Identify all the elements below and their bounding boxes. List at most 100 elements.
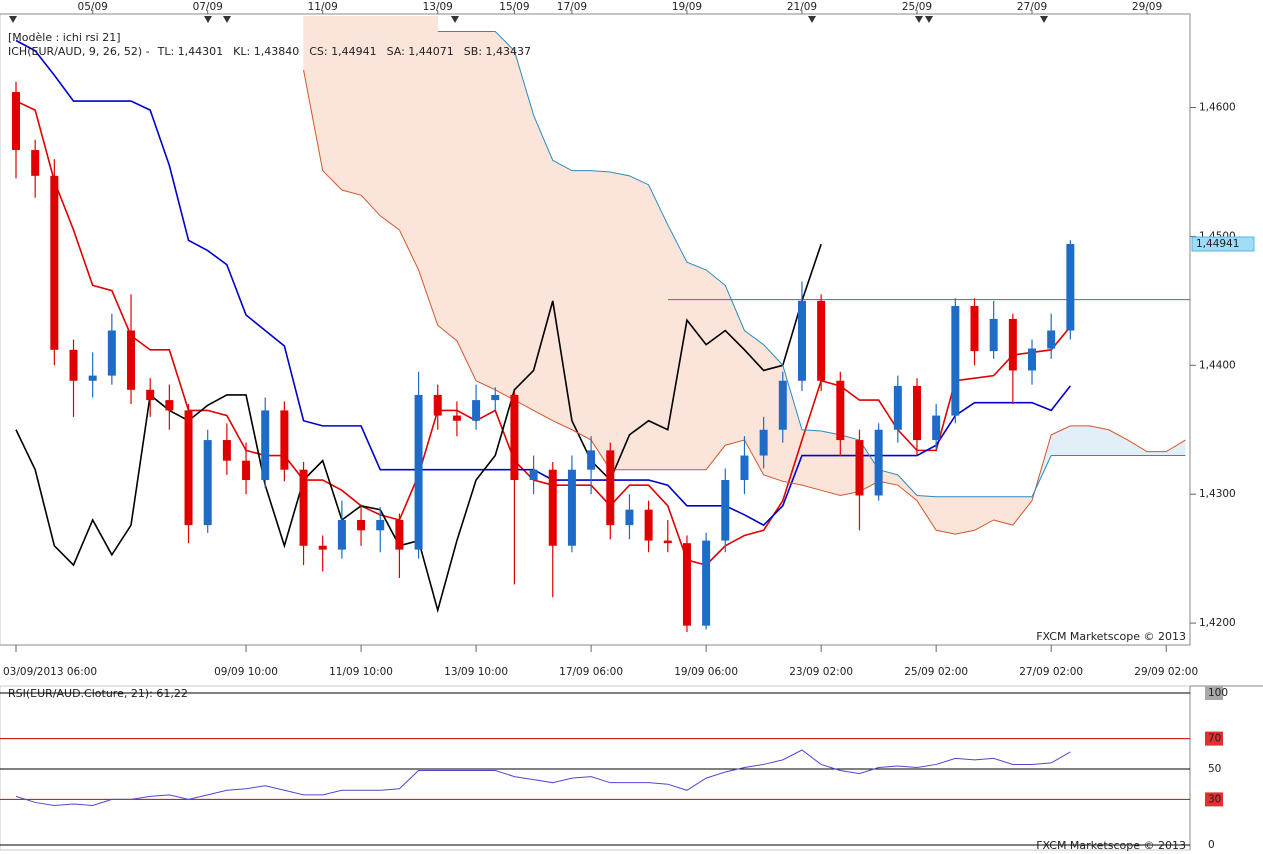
top-label: 19/09: [672, 1, 702, 13]
candle-body: [778, 380, 787, 430]
y-tick-label: 30: [1208, 793, 1221, 805]
top-label: 11/09: [308, 1, 338, 13]
rsi-area: [0, 692, 1190, 846]
candle-body: [587, 450, 596, 470]
marker: [204, 16, 212, 23]
cloud: [955, 496, 975, 535]
candle-body: [1066, 244, 1075, 331]
candle-body: [912, 385, 921, 441]
candle-body: [989, 318, 998, 352]
candle-body: [165, 400, 174, 411]
candle-body: [107, 330, 116, 376]
top-label: 25/09: [902, 1, 932, 13]
top-label: 07/09: [193, 1, 223, 13]
x-tick-label: 25/09 02:00: [904, 666, 968, 678]
candle-body: [50, 175, 59, 350]
top-label: 17/09: [557, 1, 587, 13]
cloud: [590, 170, 611, 471]
candle-body: [510, 394, 519, 481]
legend-entry: CS: 1,44941: [309, 45, 376, 58]
marker: [1040, 16, 1048, 23]
top-label: 21/09: [787, 1, 817, 13]
legend-entry: SB: 1,43437: [464, 45, 531, 58]
candle-body: [88, 375, 97, 381]
marker: [915, 16, 923, 23]
y-tick-label: 1,4200: [1199, 617, 1236, 629]
watermark: FXCM Marketscope © 2013: [1036, 839, 1186, 852]
cloud: [571, 170, 592, 441]
candle-body: [702, 540, 711, 626]
candle-body: [280, 410, 289, 470]
candle-body: [1028, 348, 1037, 371]
candle-body: [472, 400, 481, 421]
cloud: [341, 16, 362, 196]
candle-body: [970, 306, 979, 352]
candle-body: [682, 543, 691, 626]
candle-body: [452, 415, 461, 421]
candle-body: [606, 450, 615, 526]
cloud: [533, 115, 554, 422]
y-tick-label: 1,4600: [1199, 102, 1236, 114]
candle-body: [548, 469, 557, 546]
plot-area: [12, 16, 1190, 633]
cloud: [475, 31, 496, 391]
cloud: [322, 16, 343, 191]
indicator-line: [15, 749, 1071, 806]
cloud: [1089, 425, 1109, 456]
candle-body: [740, 455, 749, 481]
level-label-box: [1205, 792, 1223, 807]
candle-body: [1008, 318, 1017, 371]
level-label-box: [1205, 731, 1223, 746]
candle-body: [893, 385, 902, 430]
candle-body: [357, 519, 366, 531]
top-label: 15/09: [499, 1, 529, 13]
last-price-box: [1191, 236, 1255, 252]
legend-entry: TL: 1,44301: [157, 45, 224, 58]
x-tick-label: 19/09 06:00: [674, 666, 738, 678]
cloud: [437, 31, 458, 342]
x-tick-label: 13/09 10:00: [444, 666, 508, 678]
candle-body: [395, 519, 404, 550]
candle-body: [644, 509, 653, 541]
marker: [925, 16, 933, 23]
cloud: [552, 159, 573, 431]
candle-body: [491, 394, 500, 401]
candle-body: [184, 410, 193, 526]
marker: [9, 16, 17, 23]
candle-body: [932, 415, 941, 441]
y-tick-label: 70: [1208, 733, 1221, 745]
indicator-label: ICH(EUR/AUD, 9, 26, 52) -: [8, 45, 150, 58]
x-tick-label: 17/09 06:00: [559, 666, 623, 678]
candle-body: [337, 519, 346, 550]
top-label: 27/09: [1017, 1, 1047, 13]
candle-body: [625, 509, 634, 526]
cloud: [820, 430, 841, 496]
y-tick-label: 1,4300: [1199, 488, 1236, 500]
candle-body: [855, 440, 864, 496]
candle-body: [797, 300, 806, 381]
x-tick-label: 03/09/2013 06:00: [3, 666, 97, 678]
x-tick-label: 29/09 02:00: [1134, 666, 1198, 678]
cloud: [610, 171, 630, 470]
y-tick-label: 50: [1208, 763, 1221, 775]
y-tick-label: 100: [1208, 687, 1228, 699]
candle-body: [12, 92, 20, 151]
candle-body: [721, 480, 730, 541]
cloud: [935, 496, 956, 535]
cloud: [495, 30, 515, 401]
candle-body: [1047, 330, 1056, 349]
candle-body: [222, 440, 231, 461]
candle-body: [529, 469, 538, 481]
candle-body: [203, 440, 212, 526]
candle-body: [69, 349, 78, 381]
cloud: [1146, 451, 1167, 456]
cloud: [686, 261, 707, 470]
top-markers: [9, 16, 1048, 23]
candle-body: [951, 306, 960, 416]
candle-body: [836, 380, 845, 441]
candle-body: [663, 540, 672, 544]
watermark: FXCM Marketscope © 2013: [1036, 630, 1186, 643]
y-tick-label: 0: [1208, 839, 1215, 851]
cloud: [629, 175, 649, 470]
